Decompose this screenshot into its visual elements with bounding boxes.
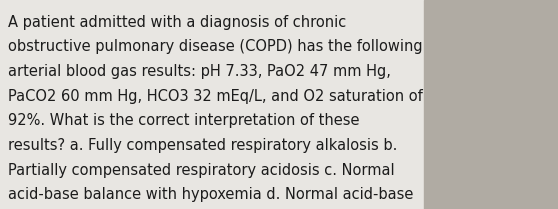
Text: acid-base balance with hypoxemia d. Normal acid-base: acid-base balance with hypoxemia d. Norm… bbox=[8, 187, 413, 202]
Text: 92%. What is the correct interpretation of these: 92%. What is the correct interpretation … bbox=[8, 113, 360, 128]
Text: obstructive pulmonary disease (COPD) has the following: obstructive pulmonary disease (COPD) has… bbox=[8, 39, 423, 54]
Text: arterial blood gas results: pH 7.33, PaO2 47 mm Hg,: arterial blood gas results: pH 7.33, PaO… bbox=[8, 64, 391, 79]
Text: results? a. Fully compensated respiratory alkalosis b.: results? a. Fully compensated respirator… bbox=[8, 138, 398, 153]
Bar bbox=[424, 0, 558, 209]
Text: PaCO2 60 mm Hg, HCO3 32 mEq/L, and O2 saturation of: PaCO2 60 mm Hg, HCO3 32 mEq/L, and O2 sa… bbox=[8, 89, 423, 104]
Text: A patient admitted with a diagnosis of chronic: A patient admitted with a diagnosis of c… bbox=[8, 15, 347, 30]
Text: Partially compensated respiratory acidosis c. Normal: Partially compensated respiratory acidos… bbox=[8, 163, 395, 178]
